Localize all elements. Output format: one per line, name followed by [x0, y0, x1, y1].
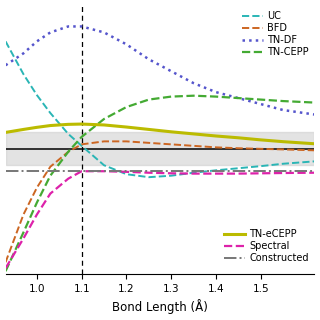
- X-axis label: Bond Length (Å): Bond Length (Å): [112, 300, 208, 315]
- Bar: [5, 132, 315, 165]
- Legend: TN-eCEPP, Spectral, Constructed: TN-eCEPP, Spectral, Constructed: [223, 228, 309, 264]
